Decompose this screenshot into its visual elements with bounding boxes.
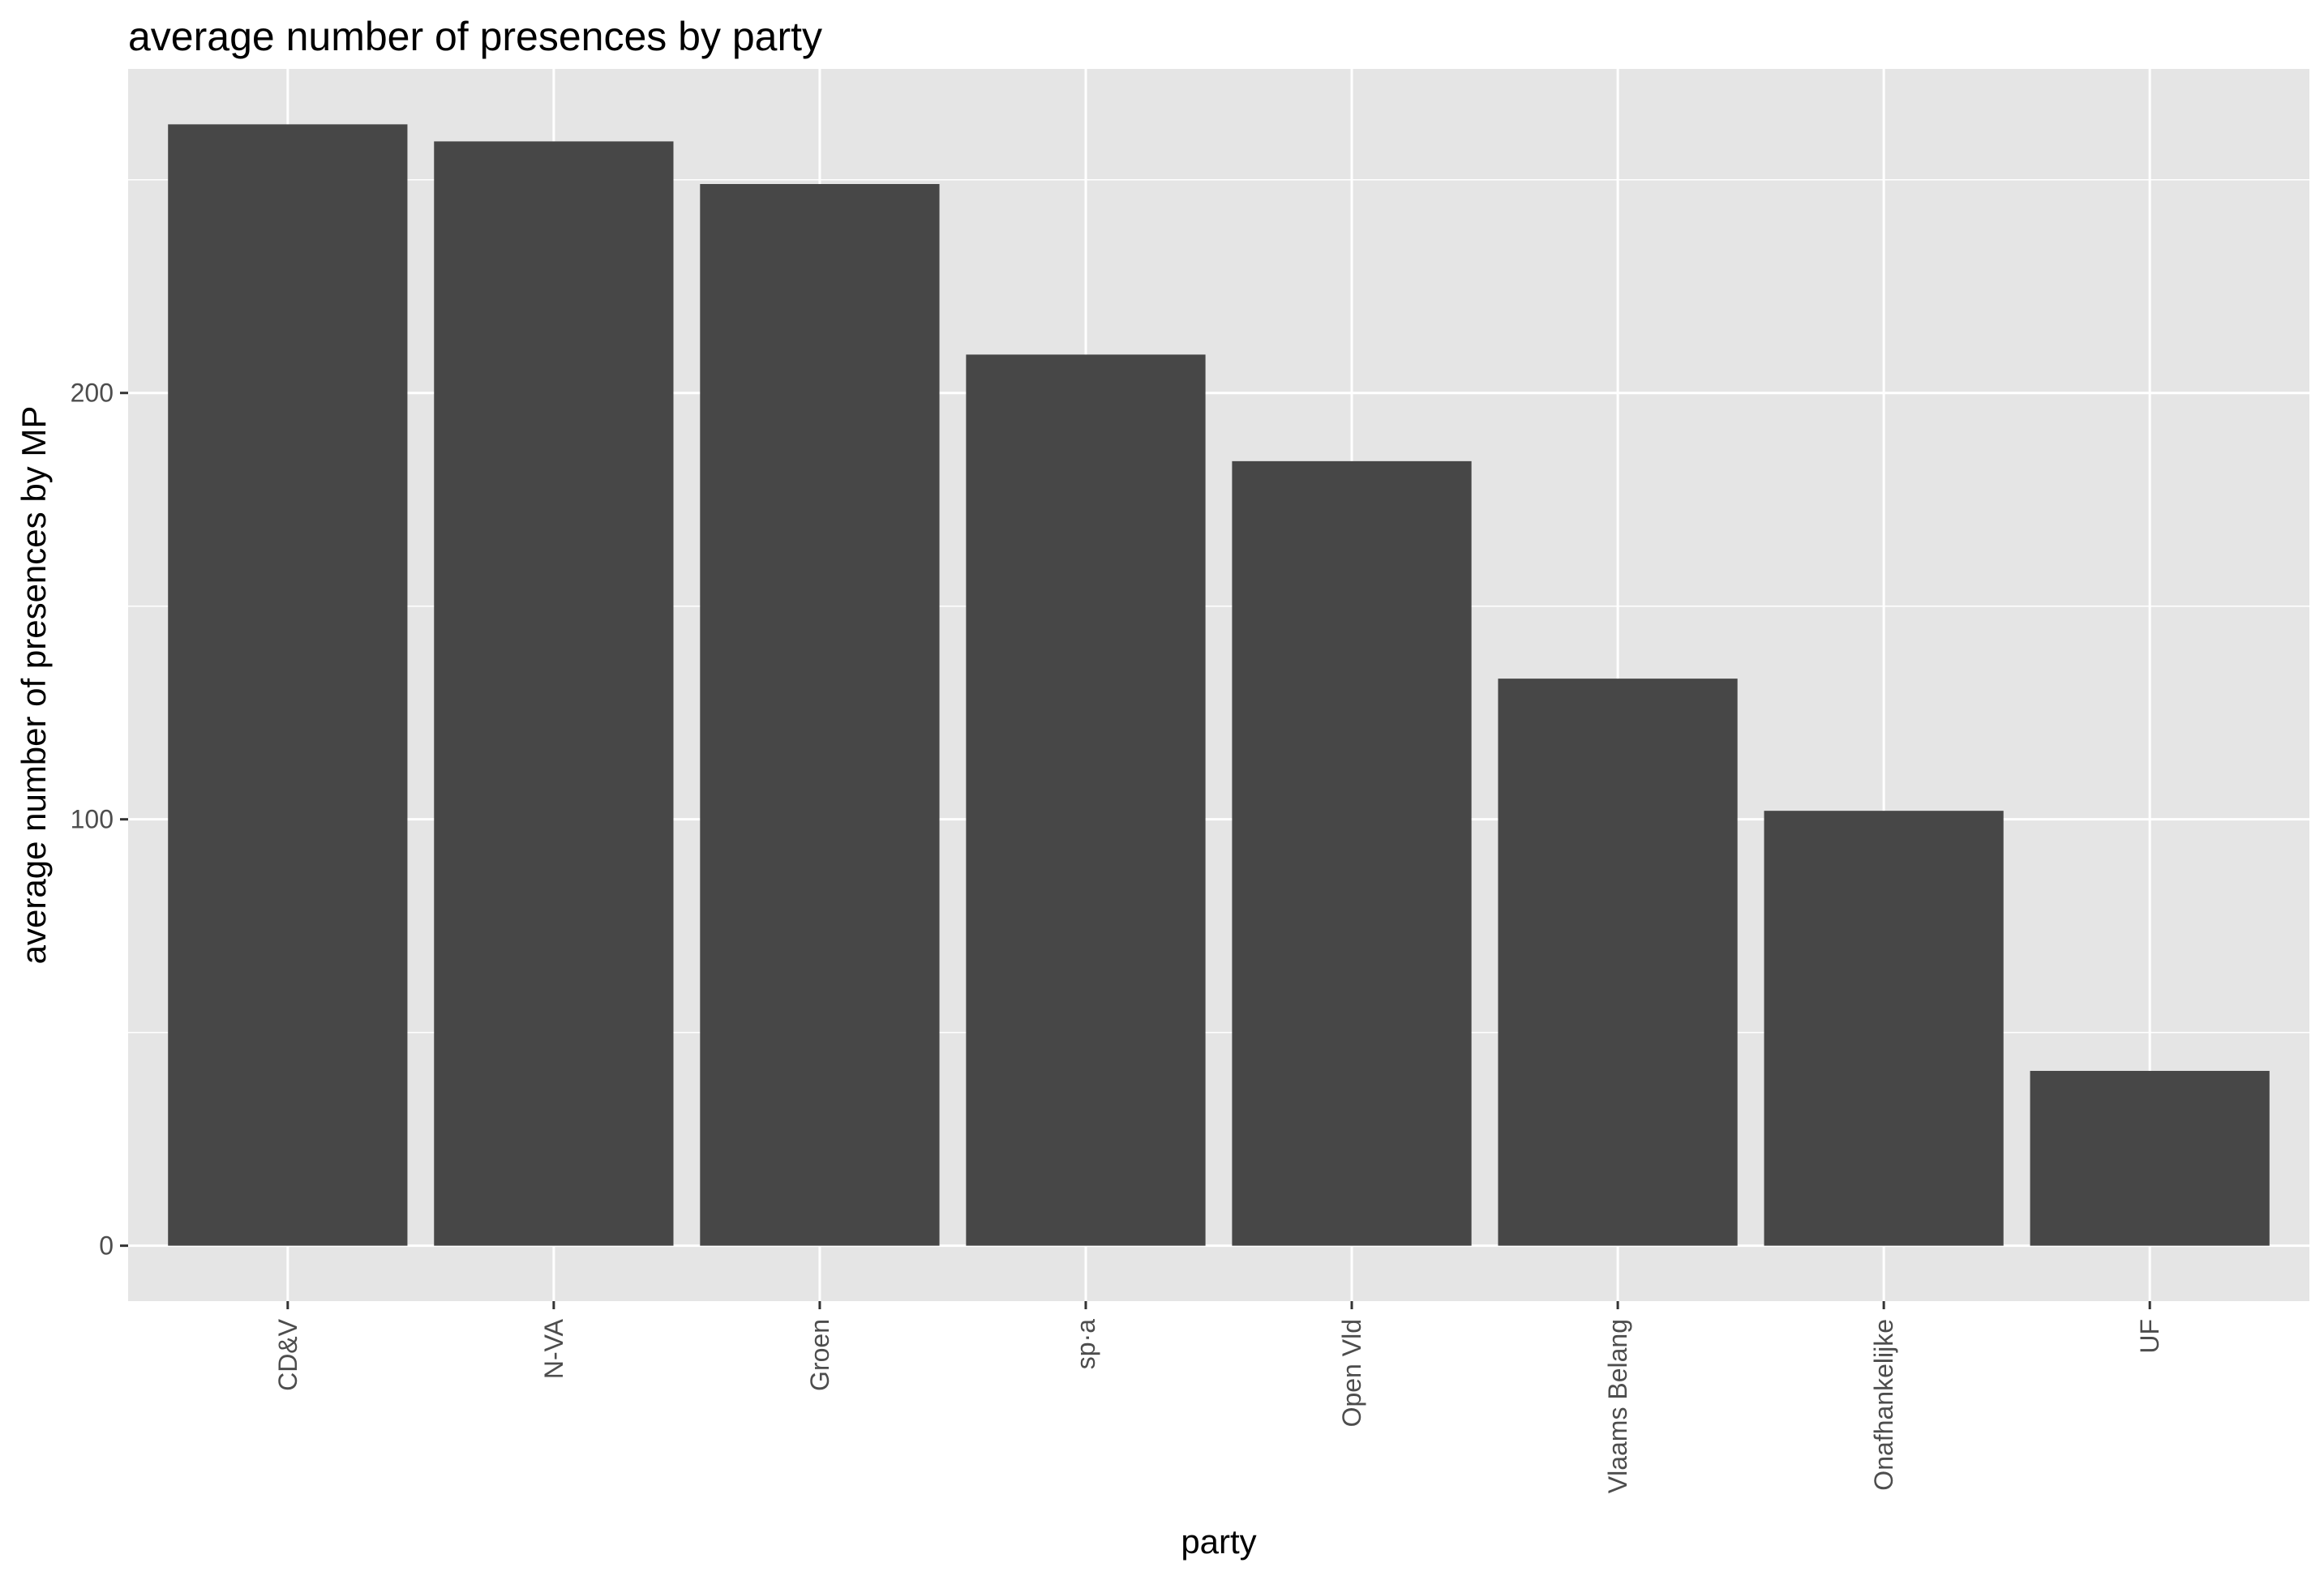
x-tick-label: UF xyxy=(2135,1319,2164,1354)
x-tick-label: Onafhankelijke xyxy=(1869,1319,1898,1491)
y-tick-label: 100 xyxy=(71,805,114,834)
bar xyxy=(1232,460,1472,1246)
bar xyxy=(1764,811,2004,1246)
x-tick-label: Vlaams Belang xyxy=(1603,1319,1632,1493)
bar xyxy=(1498,679,1738,1246)
bar xyxy=(168,124,408,1246)
y-axis: 0 100 200 xyxy=(71,379,128,1261)
bar xyxy=(2030,1070,2270,1246)
chart-title: average number of presences by party xyxy=(128,14,822,59)
x-axis: CD&V N-VA Groen sp·a Open Vld Vlaams Belang On… xyxy=(273,1301,2164,1493)
y-tick-label: 0 xyxy=(99,1231,114,1261)
x-tick-label: N-VA xyxy=(539,1318,568,1379)
x-tick-label: Open Vld xyxy=(1337,1319,1366,1427)
x-tick-label: sp·a xyxy=(1071,1319,1100,1369)
bar xyxy=(434,141,674,1246)
bars xyxy=(168,124,2270,1246)
x-tick-label: Groen xyxy=(805,1319,834,1391)
y-axis-title: average number of presences by MP xyxy=(15,406,53,965)
x-axis-title: party xyxy=(1181,1522,1256,1561)
x-tick-label: CD&V xyxy=(273,1318,302,1391)
y-tick-label: 200 xyxy=(71,379,114,408)
bar xyxy=(966,354,1206,1246)
bar xyxy=(700,184,940,1246)
